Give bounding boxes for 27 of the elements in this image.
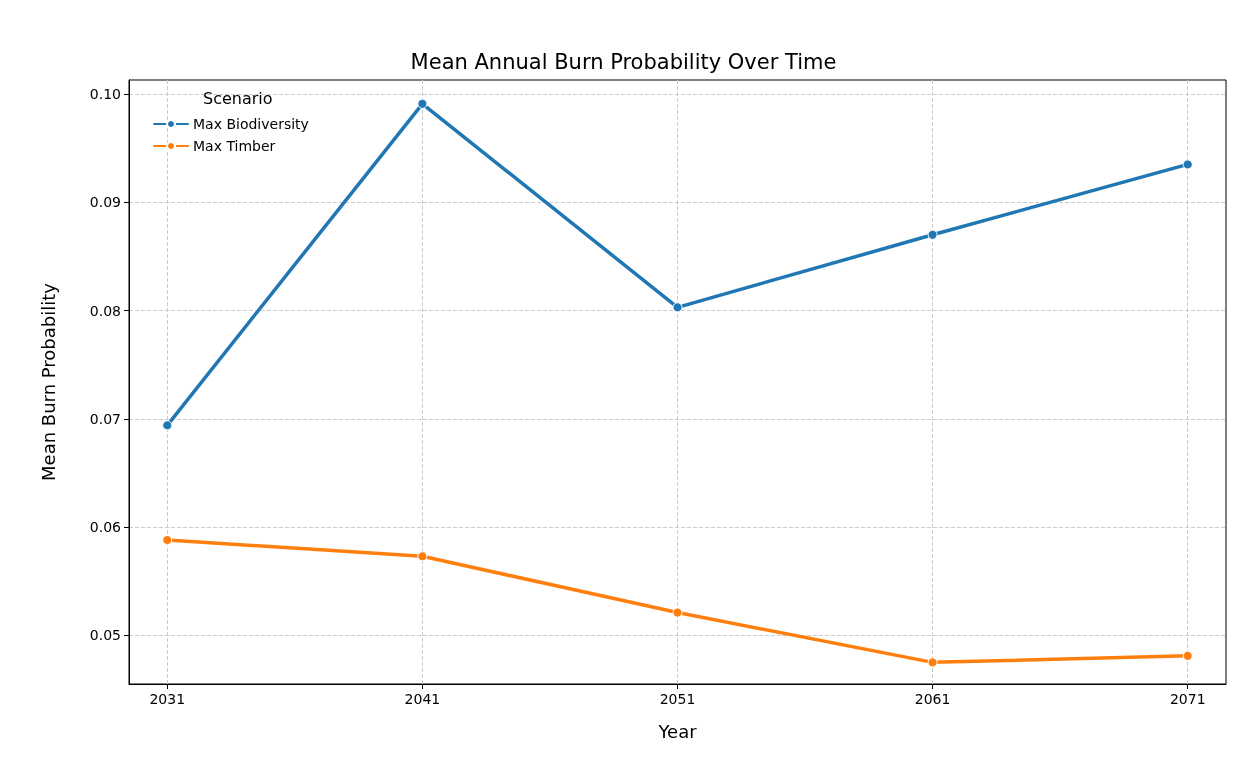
y-axis-title: Mean Burn Probability: [37, 282, 59, 481]
x-axis-title: Year: [657, 720, 698, 742]
y-tick-label: 0.10: [89, 86, 121, 103]
legend-label: Max Biodiversity: [193, 116, 309, 132]
point: [1182, 650, 1193, 661]
x-tick-label: 2061: [914, 691, 951, 707]
point: [162, 420, 173, 431]
point: [672, 302, 683, 313]
x-tick-label: 2051: [659, 691, 696, 707]
legend-label: Max Timber: [193, 138, 276, 154]
point: [1182, 159, 1193, 170]
x-tick-label: 2071: [1169, 691, 1206, 707]
point: [927, 229, 938, 240]
point: [417, 551, 428, 562]
y-tick-label: 0.09: [89, 194, 121, 211]
chart-title: Mean Annual Burn Probability Over Time: [410, 49, 837, 74]
x-tick-label: 2031: [149, 691, 186, 707]
point: [417, 98, 428, 109]
y-tick-label: 0.07: [89, 410, 121, 427]
x-tick-label: 2041: [404, 691, 441, 707]
point: [672, 607, 683, 618]
y-tick-label: 0.06: [89, 519, 122, 536]
y-tick-label: 0.05: [89, 627, 121, 644]
point: [162, 535, 173, 546]
legend-title: Scenario: [203, 88, 273, 108]
point: [927, 657, 938, 668]
y-tick-label: 0.08: [89, 302, 121, 319]
